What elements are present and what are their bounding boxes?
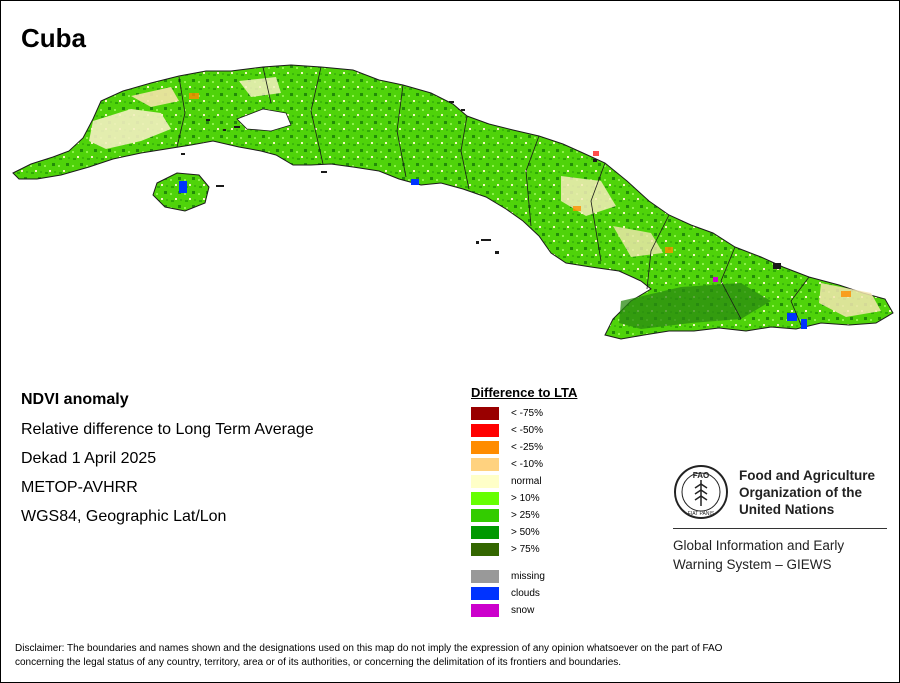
fao-block: FAO FIAT PANIS Food and Agriculture Orga… xyxy=(673,464,889,574)
map-info: NDVI anomaly Relative difference to Long… xyxy=(21,391,314,537)
legend-swatch xyxy=(471,570,499,583)
legend-label: < -75% xyxy=(511,408,543,419)
legend-row: < -10% xyxy=(471,456,577,473)
legend-label: < -25% xyxy=(511,442,543,453)
legend-swatch xyxy=(471,509,499,522)
legend-swatch xyxy=(471,407,499,420)
legend-row: clouds xyxy=(471,585,577,602)
info-period: Dekad 1 April 2025 xyxy=(21,450,157,467)
disclaimer-line1: Disclaimer: The boundaries and names sho… xyxy=(15,643,723,654)
legend-label: snow xyxy=(511,605,535,616)
disclaimer: Disclaimer: The boundaries and names sho… xyxy=(15,642,885,670)
legend-swatch xyxy=(471,492,499,505)
legend-label: missing xyxy=(511,571,545,582)
legend-row: < -25% xyxy=(471,439,577,456)
legend-row: < -75% xyxy=(471,405,577,422)
legend-extra-items: missing clouds snow xyxy=(471,568,577,619)
fao-logo-motto: FIAT PANIS xyxy=(688,511,715,517)
cays xyxy=(181,101,781,269)
legend-swatch xyxy=(471,526,499,539)
fao-name-line3: United Nations xyxy=(739,501,835,517)
legend: Difference to LTA < -75% < -50% < -25% < -1… xyxy=(471,385,577,619)
legend-swatch xyxy=(471,441,499,454)
legend-row: missing xyxy=(471,568,577,585)
legend-items: < -75% < -50% < -25% < -10% normal > 10% > 25%… xyxy=(471,405,577,558)
giews-line2: Warning System – GIEWS xyxy=(673,557,832,572)
fao-name-line1: Food and Agriculture xyxy=(739,467,875,483)
legend-label: normal xyxy=(511,476,542,487)
map-title: Cuba xyxy=(21,23,86,53)
fao-divider xyxy=(673,528,887,529)
info-projection: WGS84, Geographic Lat/Lon xyxy=(21,508,227,525)
legend-label: > 75% xyxy=(511,544,540,555)
disclaimer-line2: concerning the legal status of any count… xyxy=(15,657,622,668)
legend-swatch xyxy=(471,604,499,617)
legend-row: < -50% xyxy=(471,422,577,439)
legend-row: > 10% xyxy=(471,490,577,507)
info-sensor: METOP-AVHRR xyxy=(21,479,138,496)
fao-name-line2: Organization of the xyxy=(739,484,862,500)
legend-label: clouds xyxy=(511,588,540,599)
legend-label: > 50% xyxy=(511,527,540,538)
legend-title: Difference to LTA xyxy=(471,385,578,400)
legend-label: < -10% xyxy=(511,459,543,470)
cuba-ndvi-map xyxy=(12,64,894,340)
fao-logo-icon: FAO FIAT PANIS xyxy=(674,465,728,519)
legend-row: > 50% xyxy=(471,524,577,541)
legend-swatch xyxy=(471,424,499,437)
legend-swatch xyxy=(471,587,499,600)
giews-line1: Global Information and Early xyxy=(673,538,845,553)
info-subtitle: Relative difference to Long Term Average xyxy=(21,421,314,438)
legend-label: > 25% xyxy=(511,510,540,521)
legend-row: normal xyxy=(471,473,577,490)
legend-swatch xyxy=(471,458,499,471)
legend-row: snow xyxy=(471,602,577,619)
cuba-main-island xyxy=(12,64,894,340)
legend-row: > 75% xyxy=(471,541,577,558)
legend-swatch xyxy=(471,543,499,556)
province-borders xyxy=(176,66,810,326)
legend-row: > 25% xyxy=(471,507,577,524)
legend-label: > 10% xyxy=(511,493,540,504)
legend-swatch xyxy=(471,475,499,488)
legend-label: < -50% xyxy=(511,425,543,436)
fao-logo-letters: FAO xyxy=(693,471,709,480)
info-title: NDVI anomaly xyxy=(21,391,129,408)
